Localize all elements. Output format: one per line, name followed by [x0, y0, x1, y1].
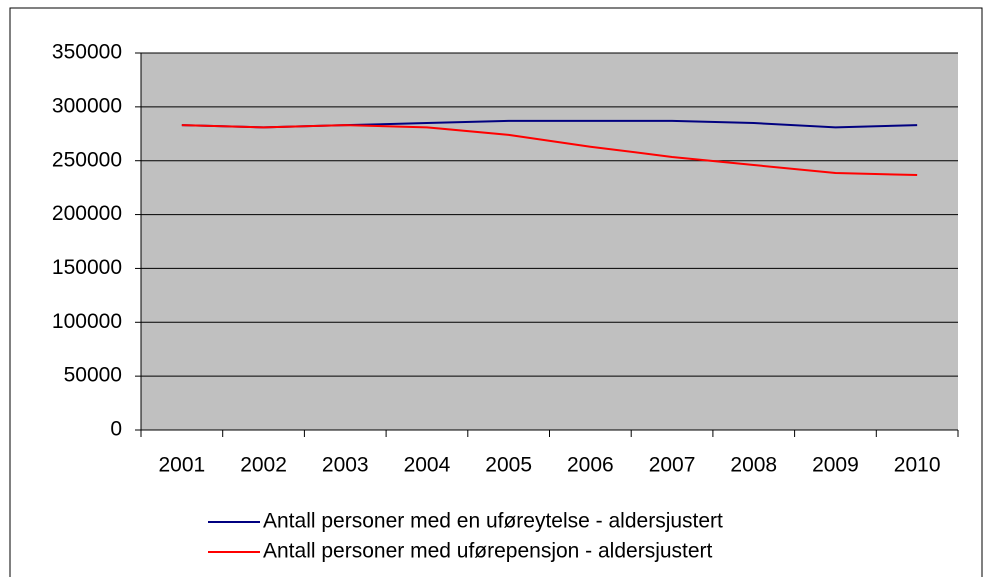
y-tick-label: 50000: [64, 364, 122, 387]
series-line: [181, 124, 918, 177]
x-tick-label: 2008: [730, 454, 777, 477]
x-tick-label: 2007: [649, 454, 696, 477]
legend-label: Antall personer med uførepensjon - alder…: [263, 540, 713, 563]
y-tick-label: 0: [110, 418, 122, 441]
x-tick-label: 2006: [567, 454, 614, 477]
y-tick-label: 200000: [52, 202, 122, 225]
y-tick-label: 100000: [52, 310, 122, 333]
x-tick-label: 2004: [404, 454, 451, 477]
x-tick-label: 2005: [485, 454, 532, 477]
x-tick-label: 2010: [894, 454, 941, 477]
y-tick-label: 250000: [52, 148, 122, 171]
plot-area: [141, 53, 958, 430]
x-tick-label: 2009: [812, 454, 859, 477]
x-tick-label: 2003: [322, 454, 369, 477]
y-tick-label: 350000: [52, 41, 122, 64]
x-tick-label: 2002: [240, 454, 287, 477]
y-tick-label: 150000: [52, 256, 122, 279]
x-tick-label: 2001: [158, 454, 205, 477]
legend-label: Antall personer med en uføreytelse - ald…: [263, 510, 723, 533]
y-tick-label: 300000: [52, 94, 122, 117]
